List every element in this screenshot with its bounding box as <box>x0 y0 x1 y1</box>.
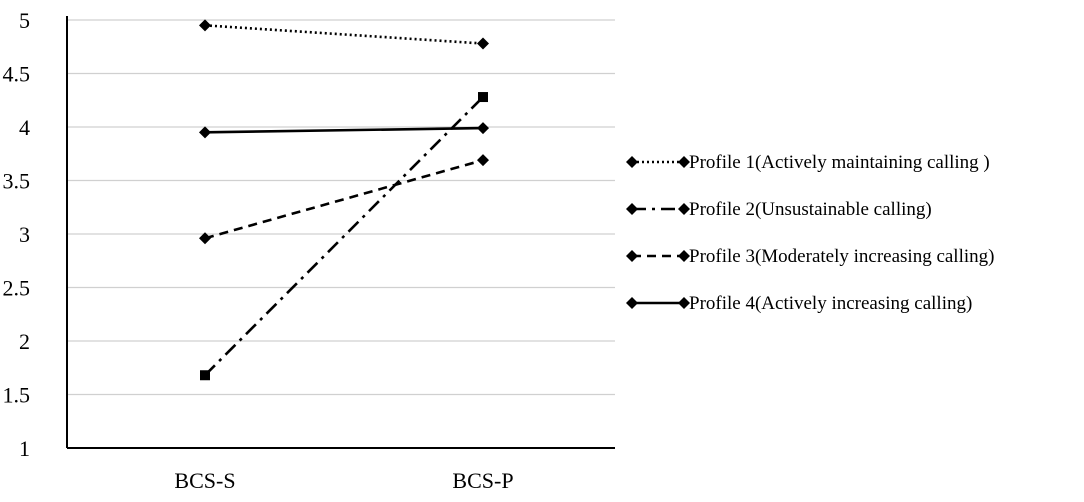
legend-label: Profile 2(Unsustainable calling) <box>689 199 932 220</box>
gridlines <box>67 19 615 396</box>
legend-marker <box>626 203 638 215</box>
data-point <box>477 122 489 135</box>
data-point <box>199 19 211 32</box>
y-tick-label: 3.5 <box>3 169 31 194</box>
data-point <box>478 92 488 103</box>
series-1 <box>199 19 489 50</box>
y-tick-label: 1 <box>19 436 30 461</box>
series-line <box>204 24 484 45</box>
y-tick-label: 1.5 <box>3 383 31 408</box>
legend: Profile 1(Actively maintaining calling )… <box>626 152 994 314</box>
legend-marker <box>626 156 638 168</box>
y-tick-label: 2 <box>19 329 30 354</box>
legend-marker <box>678 297 690 309</box>
legend-item: Profile 3(Moderately increasing calling) <box>626 246 994 267</box>
series-line <box>204 96 484 377</box>
y-tick-label: 2.5 <box>3 276 31 301</box>
data-point <box>199 126 211 139</box>
y-axis-ticks: 1 1.5 2 2.5 3 3.5 4 4.5 5 <box>3 8 31 461</box>
axes <box>66 16 615 449</box>
legend-item: Profile 4(Actively increasing calling) <box>626 293 972 314</box>
series-4 <box>199 122 489 139</box>
legend-label: Profile 1(Actively maintaining calling ) <box>689 152 990 173</box>
legend-item: Profile 1(Actively maintaining calling ) <box>626 152 990 173</box>
x-axis-ticks: BCS-S BCS-P <box>174 468 513 493</box>
legend-item: Profile 2(Unsustainable calling) <box>626 199 932 220</box>
series-3 <box>199 154 489 245</box>
data-point <box>477 37 489 50</box>
series-2 <box>200 92 488 381</box>
legend-marker <box>678 203 690 215</box>
y-tick-label: 4 <box>19 115 30 140</box>
legend-label: Profile 4(Actively increasing calling) <box>689 293 972 314</box>
legend-marker <box>626 297 638 309</box>
legend-marker <box>678 156 690 168</box>
data-point <box>199 232 211 245</box>
legend-marker <box>678 250 690 262</box>
series-line <box>204 126 484 134</box>
y-tick-label: 4.5 <box>3 62 31 87</box>
legend-marker <box>626 250 638 262</box>
x-tick-label: BCS-P <box>452 468 513 493</box>
series-line <box>204 158 484 240</box>
x-tick-label: BCS-S <box>174 468 235 493</box>
data-point <box>477 154 489 167</box>
data-point <box>200 370 210 381</box>
legend-label: Profile 3(Moderately increasing calling) <box>689 246 994 267</box>
y-tick-label: 3 <box>19 222 30 247</box>
series-lines <box>199 19 489 381</box>
y-tick-label: 5 <box>19 8 30 33</box>
